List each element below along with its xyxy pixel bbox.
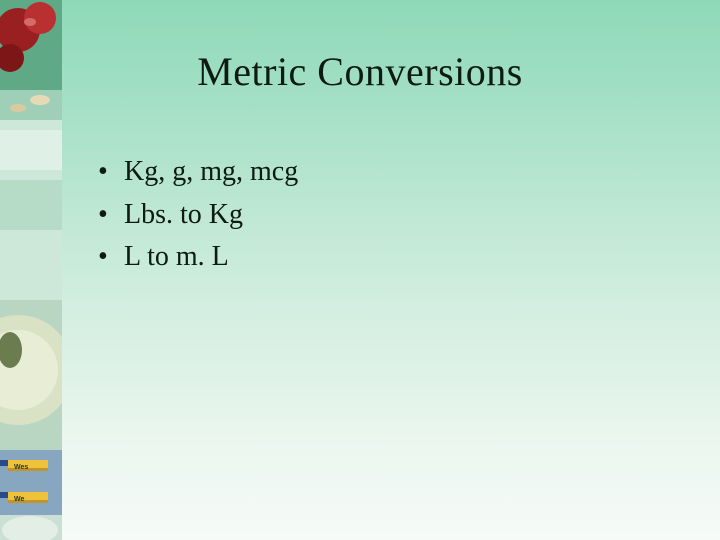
slide-title: Metric Conversions [0,48,720,95]
svg-text:Wes: Wes [14,464,28,471]
bullet-item: L to m. L [98,237,298,278]
bullet-list: Kg, g, mg, mcg Lbs. to Kg L to m. L [98,152,298,280]
bullet-item: Lbs. to Kg [98,195,298,236]
slide: Wes We Metric Conversions Kg, g, mg, mcg… [0,0,720,540]
bullet-item: Kg, g, mg, mcg [98,152,298,193]
svg-text:We: We [14,496,24,503]
